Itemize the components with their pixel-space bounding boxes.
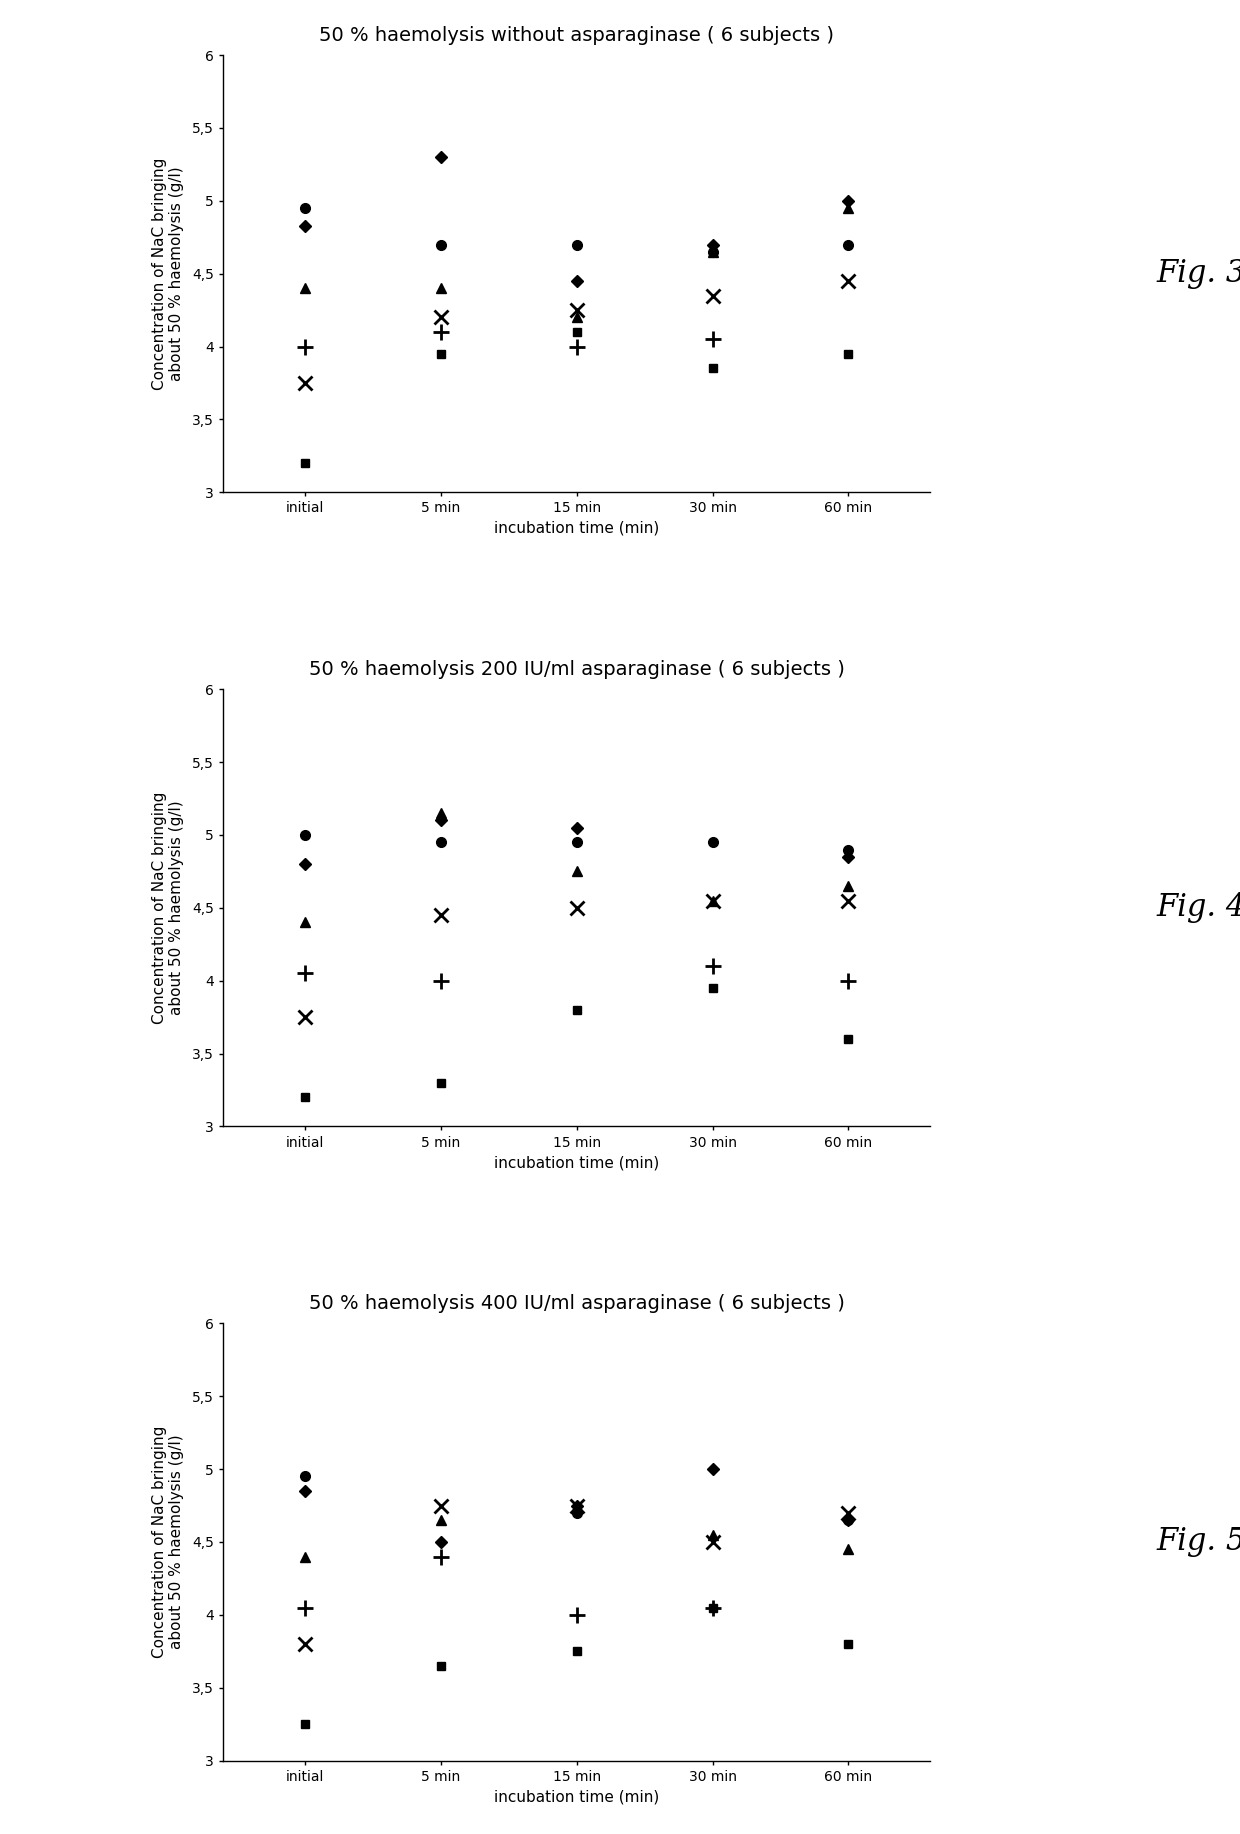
Y-axis label: Concentration of NaC bringing
about 50 % haemolysis (g/l): Concentration of NaC bringing about 50 %… <box>151 158 184 391</box>
Text: Fig. 4: Fig. 4 <box>1156 893 1240 923</box>
Title: 50 % haemolysis 200 IU/ml asparaginase ( 6 subjects ): 50 % haemolysis 200 IU/ml asparaginase (… <box>309 660 844 679</box>
X-axis label: incubation time (min): incubation time (min) <box>494 521 660 536</box>
Text: Fig. 5: Fig. 5 <box>1156 1526 1240 1557</box>
Y-axis label: Concentration of NaC bringing
about 50 % haemolysis (g/l): Concentration of NaC bringing about 50 %… <box>151 1425 184 1658</box>
Title: 50 % haemolysis without asparaginase ( 6 subjects ): 50 % haemolysis without asparaginase ( 6… <box>319 26 835 46</box>
Text: Fig. 3: Fig. 3 <box>1156 259 1240 290</box>
Title: 50 % haemolysis 400 IU/ml asparaginase ( 6 subjects ): 50 % haemolysis 400 IU/ml asparaginase (… <box>309 1295 844 1313</box>
X-axis label: incubation time (min): incubation time (min) <box>494 1790 660 1805</box>
X-axis label: incubation time (min): incubation time (min) <box>494 1155 660 1170</box>
Y-axis label: Concentration of NaC bringing
about 50 % haemolysis (g/l): Concentration of NaC bringing about 50 %… <box>151 792 184 1023</box>
